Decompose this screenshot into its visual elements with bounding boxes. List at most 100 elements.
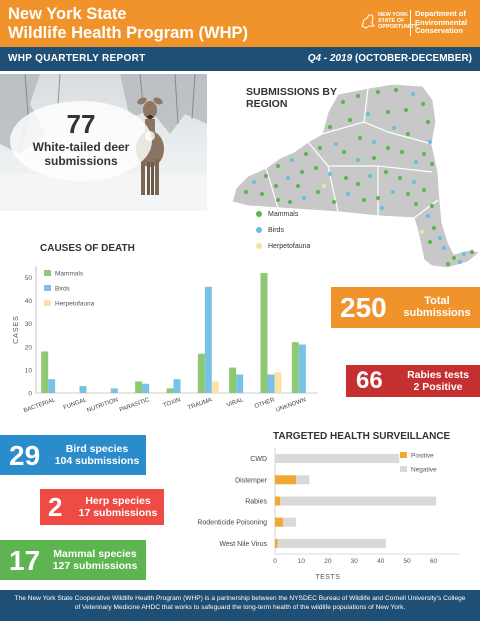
map-dot: [385, 145, 391, 151]
bar-mammals-parasitic: [135, 381, 143, 393]
header-bar: New York State Wildlife Health Program (…: [0, 0, 480, 47]
map-dot: [429, 161, 435, 167]
causes-chart-title: CAUSES OF DEATH: [40, 243, 135, 254]
logo-state-text: NEW YORK STATE OF OPPORTUNITY.: [378, 12, 419, 30]
y-tick-label: Rodenticide Poisoning: [197, 520, 267, 527]
map-dot: [385, 109, 391, 115]
bar-negative-rodenticide-poisoning: [282, 517, 297, 527]
map-dot: [355, 93, 361, 99]
legend-swatch: [400, 452, 407, 458]
map-title: SUBMISSIONS BY REGION: [246, 86, 337, 110]
map-legend-mammals: Mammals: [256, 210, 310, 226]
legend-swatch: [400, 466, 407, 472]
map-dot: [251, 179, 257, 185]
x-tick-label: OTHER: [254, 397, 276, 410]
map-dot: [390, 189, 396, 195]
map-dot: [343, 175, 349, 181]
map-dot: [361, 197, 367, 203]
map-dot: [301, 195, 307, 201]
map-dot: [420, 101, 426, 107]
map-dot: [365, 111, 371, 117]
map-dot: [379, 205, 385, 211]
bar-positive-rabies: [275, 496, 281, 506]
title-line-1: New York State: [8, 5, 127, 23]
legend-label-mammals: Mammals: [55, 271, 84, 278]
map-dot: [427, 239, 433, 245]
mammal-species-number: 17: [9, 545, 41, 576]
legend-dot-icon: [256, 227, 262, 233]
map-dot: [413, 159, 419, 165]
x-tick-label: 40: [377, 558, 385, 565]
x-tick-label: UNKNOWN: [275, 397, 307, 413]
map-dot: [331, 199, 337, 205]
map-dot: [327, 171, 333, 177]
map-dot: [327, 124, 333, 130]
x-tick-label: TRAUMA: [187, 397, 213, 411]
map-dot: [317, 145, 323, 151]
map-dot: [347, 117, 353, 123]
y-tick-label: 20: [25, 344, 33, 351]
bar-mammals-bacterial: [41, 351, 49, 393]
rabies-tests-label: Rabies tests 2 Positive: [407, 369, 469, 393]
logo-divider: [410, 10, 411, 36]
legend-dot-icon: [256, 211, 262, 217]
map-dot: [431, 225, 437, 231]
legend-label-birds: Birds: [55, 286, 71, 293]
map-dot: [405, 131, 411, 137]
x-tick-label: 30: [351, 558, 359, 565]
map-dot: [429, 203, 435, 209]
map-dot: [289, 157, 295, 163]
bar-mammals-trauma: [197, 353, 205, 393]
map-dot: [299, 169, 305, 175]
x-axis-label: TESTS: [315, 574, 340, 581]
bar-mammals-unknown: [291, 342, 299, 393]
deer-count-oval: [10, 101, 152, 181]
bird-species-label: Bird species 104 submissions: [54, 443, 140, 467]
map-dot: [321, 183, 327, 189]
bird-species-number: 29: [9, 440, 41, 471]
bar-birds-parasitic: [142, 383, 150, 393]
map-dot: [421, 151, 427, 157]
x-tick-label: PARASITIC: [119, 397, 151, 414]
map-dot: [263, 173, 269, 179]
y-tick-label: Rabies: [245, 499, 267, 506]
map-dot: [367, 173, 373, 179]
y-tick-label: 50: [25, 275, 33, 282]
map-dot: [275, 197, 281, 203]
x-tick-label: 10: [298, 558, 306, 565]
causes-of-death-chart: 0 10 20 30 40 50 CASES BACTERIAL FUNGALNUTRITION…: [13, 266, 318, 414]
map-dot: [287, 199, 293, 205]
map-dot: [469, 249, 475, 255]
map-dot: [259, 191, 265, 197]
map-dot: [371, 155, 377, 161]
page-title: New York State Wildlife Health Program (…: [8, 5, 338, 43]
map-dot: [355, 181, 361, 187]
herp-species-label: Herp species 17 submissions: [78, 495, 158, 519]
bar-birds-other: [267, 374, 275, 393]
bar-positive-rodenticide-poisoning: [275, 517, 283, 527]
surveillance-chart-title: TARGETED HEALTH SURVEILLANCE: [273, 431, 451, 442]
map-dot: [275, 163, 281, 169]
region-borders: [265, 87, 439, 219]
y-tick-label: West Nile Virus: [219, 541, 267, 548]
bar-mammals-other: [260, 272, 268, 393]
deer-label: White-tailed deer submissions: [32, 140, 130, 168]
rabies-tests-box: 66 Rabies tests 2 Positive: [346, 365, 480, 397]
logo-department-text: Department of Environmental Conservation: [415, 9, 468, 35]
x-tick-label: 20: [324, 558, 332, 565]
total-submissions-label: Total submissions: [403, 295, 471, 319]
map-dot: [405, 191, 411, 197]
title-line-2: Wildlife Health Program (WHP): [8, 24, 249, 42]
bar-birds-viral: [236, 374, 244, 393]
map-dot: [413, 201, 419, 207]
map-dot: [427, 139, 433, 145]
bar-birds-nutrition: [110, 388, 118, 393]
report-months: (OCTOBER-DECEMBER): [354, 53, 472, 64]
map-dot: [403, 107, 409, 113]
bar-negative-rabies: [280, 496, 437, 506]
bar-positive-distemper: [275, 475, 297, 485]
map-dot: [295, 183, 301, 189]
map-dot: [383, 169, 389, 175]
x-tick-label: NUTRITION: [86, 397, 119, 414]
report-period: Q4 - 2019 (OCTOBER-DECEMBER): [308, 53, 472, 64]
